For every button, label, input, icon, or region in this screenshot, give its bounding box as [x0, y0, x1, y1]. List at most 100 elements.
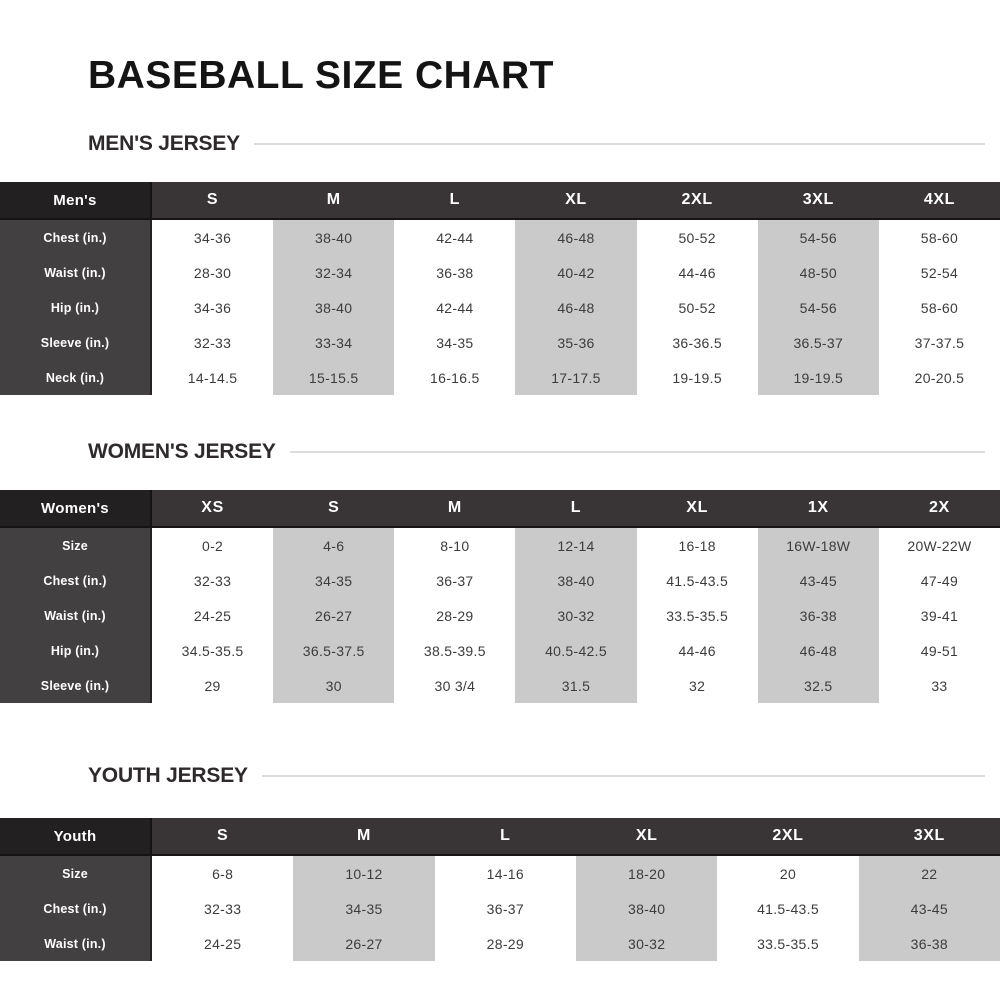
size-cell: 6-8: [152, 856, 294, 891]
row-label: Waist (in.): [0, 598, 152, 633]
size-cell: 44-46: [636, 255, 758, 290]
youth-section-divider: [261, 775, 985, 777]
size-cell: 4-6: [273, 528, 395, 563]
size-cell: 30-32: [515, 598, 637, 633]
size-cell: 37-37.5: [878, 325, 1000, 360]
size-cell: 54-56: [757, 220, 879, 255]
womens-section-title: WOMEN'S JERSEY: [88, 440, 276, 463]
size-cell: 41.5-43.5: [717, 891, 859, 926]
size-cell: 28-29: [434, 926, 576, 961]
size-cell: 38.5-39.5: [394, 633, 516, 668]
size-cell: 41.5-43.5: [636, 563, 758, 598]
size-cell: 22: [858, 856, 1000, 891]
womens-section-divider: [289, 451, 985, 453]
size-cell: 46-48: [515, 220, 637, 255]
womens-section-heading: WOMEN'S JERSEY: [88, 438, 985, 466]
size-cell: 50-52: [636, 290, 758, 325]
row-label: Chest (in.): [0, 220, 152, 255]
table-corner-label: Women's: [0, 490, 152, 528]
size-cell: 40.5-42.5: [515, 633, 637, 668]
column-header-xl: XL: [515, 182, 637, 220]
size-cell: 20W-22W: [878, 528, 1000, 563]
row-label: Size: [0, 856, 152, 891]
youth-section-title: YOUTH JERSEY: [88, 764, 248, 787]
row-label: Waist (in.): [0, 926, 152, 961]
size-cell: 32: [636, 668, 758, 703]
size-cell: 8-10: [394, 528, 516, 563]
size-cell: 14-16: [434, 856, 576, 891]
size-cell: 33: [878, 668, 1000, 703]
size-cell: 28-30: [152, 255, 274, 290]
column-header-2xl: 2XL: [717, 818, 859, 856]
column-header-s: S: [273, 490, 395, 528]
size-cell: 15-15.5: [273, 360, 395, 395]
column-header-l: L: [515, 490, 637, 528]
size-cell: 16-16.5: [394, 360, 516, 395]
size-cell: 26-27: [273, 598, 395, 633]
size-cell: 36-37: [394, 563, 516, 598]
size-cell: 35-36: [515, 325, 637, 360]
size-cell: 29: [152, 668, 274, 703]
size-cell: 36-37: [434, 891, 576, 926]
size-cell: 36-38: [394, 255, 516, 290]
column-header-3xl: 3XL: [858, 818, 1000, 856]
column-header-xl: XL: [575, 818, 718, 856]
column-header-2xl: 2XL: [636, 182, 758, 220]
size-cell: 36-36.5: [636, 325, 758, 360]
column-header-4xl: 4XL: [878, 182, 1000, 220]
size-cell: 47-49: [878, 563, 1000, 598]
size-cell: 38-40: [273, 290, 395, 325]
size-cell: 48-50: [757, 255, 879, 290]
page-title: BASEBALL SIZE CHART: [88, 54, 554, 97]
size-cell: 34-35: [394, 325, 516, 360]
size-cell: 46-48: [757, 633, 879, 668]
size-cell: 42-44: [394, 220, 516, 255]
size-cell: 36.5-37: [757, 325, 879, 360]
size-cell: 58-60: [878, 220, 1000, 255]
size-cell: 34-36: [152, 220, 274, 255]
size-cell: 32-33: [152, 891, 294, 926]
size-cell: 32-33: [152, 325, 274, 360]
size-cell: 31.5: [515, 668, 637, 703]
column-header-m: M: [394, 490, 516, 528]
table-corner-label: Men's: [0, 182, 152, 220]
size-cell: 18-20: [575, 856, 718, 891]
column-header-l: L: [434, 818, 576, 856]
mens-section-heading: MEN'S JERSEY: [88, 130, 985, 158]
size-cell: 30 3/4: [394, 668, 516, 703]
size-cell: 16-18: [636, 528, 758, 563]
mens-section-divider: [253, 143, 985, 145]
mens-size-table: Men's S M L XL 2XL 3XL 4XL Chest (in.) 34-36 38-40…: [0, 182, 1000, 395]
size-cell: 24-25: [152, 926, 294, 961]
size-cell: 28-29: [394, 598, 516, 633]
size-cell: 58-60: [878, 290, 1000, 325]
row-label: Chest (in.): [0, 563, 152, 598]
column-header-2x: 2X: [878, 490, 1000, 528]
size-cell: 50-52: [636, 220, 758, 255]
size-cell: 12-14: [515, 528, 637, 563]
youth-section-heading: YOUTH JERSEY: [88, 762, 985, 790]
column-header-m: M: [293, 818, 435, 856]
size-cell: 33.5-35.5: [717, 926, 859, 961]
size-cell: 32-34: [273, 255, 395, 290]
column-header-xl: XL: [636, 490, 758, 528]
size-cell: 36-38: [757, 598, 879, 633]
size-cell: 0-2: [152, 528, 274, 563]
table-corner-label: Youth: [0, 818, 152, 856]
size-cell: 49-51: [878, 633, 1000, 668]
size-cell: 34-35: [273, 563, 395, 598]
size-cell: 52-54: [878, 255, 1000, 290]
size-cell: 19-19.5: [757, 360, 879, 395]
size-cell: 30-32: [575, 926, 718, 961]
size-cell: 26-27: [293, 926, 435, 961]
size-cell: 33.5-35.5: [636, 598, 758, 633]
size-cell: 36-38: [858, 926, 1000, 961]
size-cell: 34-36: [152, 290, 274, 325]
row-label: Sleeve (in.): [0, 325, 152, 360]
size-cell: 34.5-35.5: [152, 633, 274, 668]
row-label: Sleeve (in.): [0, 668, 152, 703]
size-cell: 32.5: [757, 668, 879, 703]
size-cell: 14-14.5: [152, 360, 274, 395]
column-header-s: S: [152, 818, 294, 856]
size-cell: 33-34: [273, 325, 395, 360]
